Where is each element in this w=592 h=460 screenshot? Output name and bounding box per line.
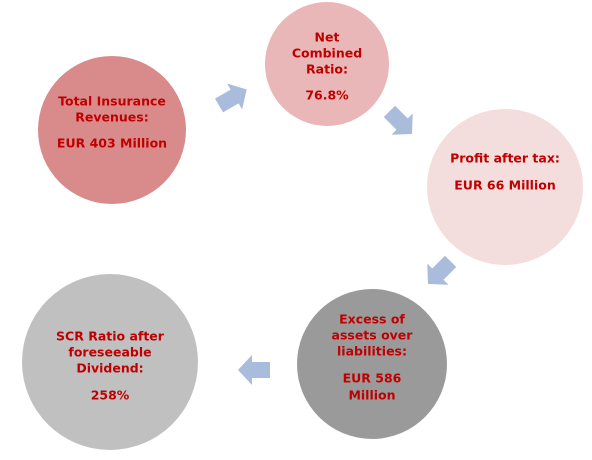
node-text: Revenues: xyxy=(75,110,148,125)
node-text: 258% xyxy=(91,388,130,403)
node-text: Profit after tax: xyxy=(450,151,560,166)
node-text: SCR Ratio after xyxy=(56,329,165,344)
node-circle xyxy=(265,2,389,126)
node-circle xyxy=(297,289,447,439)
arrow xyxy=(238,355,270,385)
node-text: Total Insurance xyxy=(58,94,166,109)
node-text: assets over xyxy=(332,328,414,343)
node-text: foreseeable xyxy=(68,345,151,360)
node-text: 76.8% xyxy=(305,88,349,103)
node-text: liabilities: xyxy=(337,344,407,359)
node-text: Net xyxy=(315,30,340,45)
node-text: EUR 66 Million xyxy=(454,178,555,193)
node-text: Dividend: xyxy=(76,361,143,376)
node-text: Excess of xyxy=(339,312,405,327)
arrow xyxy=(215,83,247,113)
arrow xyxy=(427,255,457,285)
node-circle xyxy=(38,56,186,204)
arrow xyxy=(383,105,413,135)
node-text: Million xyxy=(348,388,395,403)
node-text: EUR 403 Million xyxy=(57,136,167,151)
node-circle xyxy=(427,109,583,265)
node-text: Ratio: xyxy=(306,62,348,77)
node-text: Combined xyxy=(292,46,362,61)
node-text: EUR 586 xyxy=(343,371,402,386)
node-circle xyxy=(22,274,198,450)
